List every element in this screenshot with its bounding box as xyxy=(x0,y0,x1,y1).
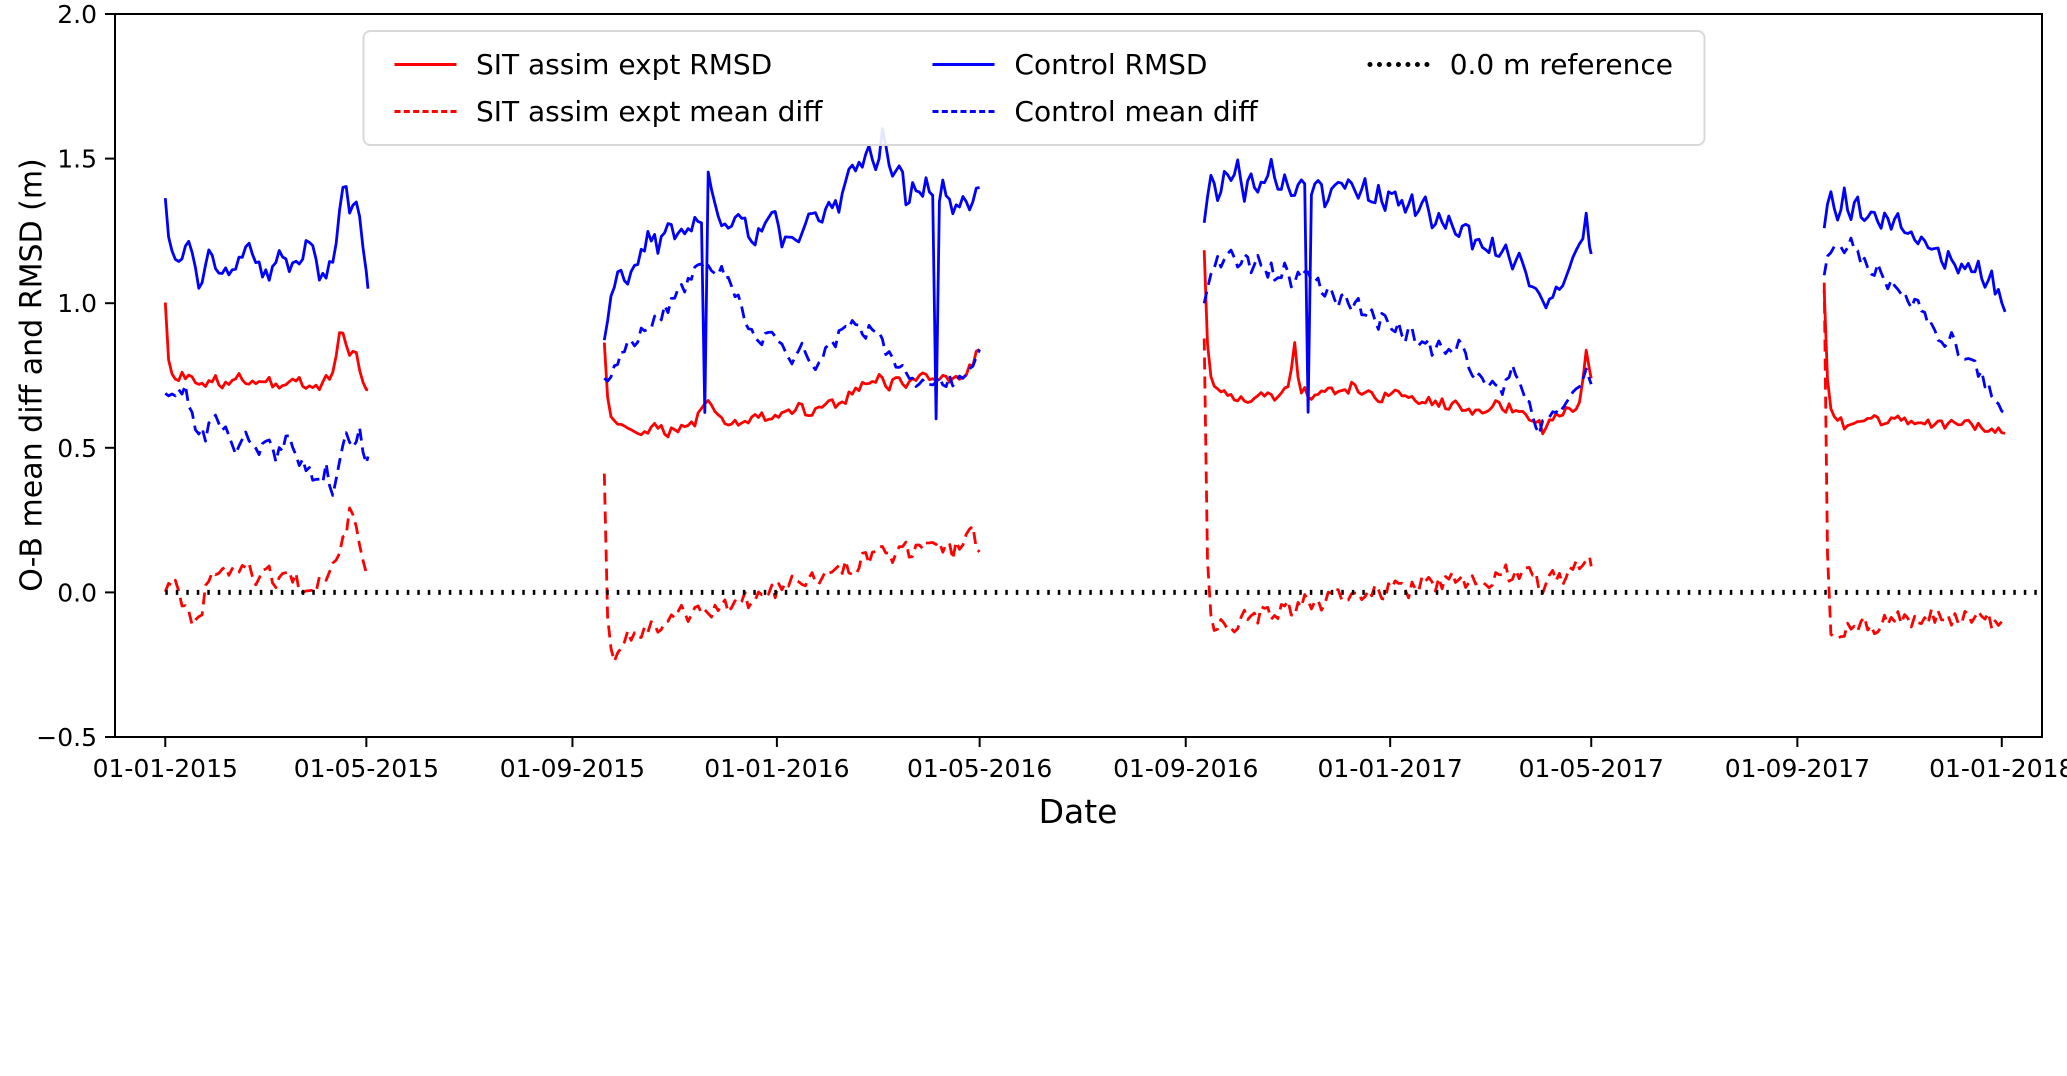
series-sit-assim-mean-diff-line xyxy=(1822,282,2006,640)
x-tick-label: 01-01-2018 xyxy=(1929,754,2067,783)
series-sit-assim-mean-diff-line xyxy=(163,506,369,627)
series-sit-assim-rmsd-line xyxy=(163,302,369,392)
blue-solid-line-sample xyxy=(932,63,995,66)
y-tick-label: 0.0 xyxy=(57,578,97,607)
series-sit-assim-mean-diff-line xyxy=(1202,338,1593,634)
series-sit-assim-mean-diff-line xyxy=(602,473,981,663)
legend-entry-sit-assim-rmsd: SIT assim expt RMSD xyxy=(393,48,822,81)
y-tick-label: 1.0 xyxy=(57,289,97,318)
x-tick-label: 01-09-2015 xyxy=(500,754,645,783)
series-control-rmsd-line xyxy=(163,185,370,290)
series-control-rmsd-line xyxy=(1822,186,2007,313)
x-axis-label: Date xyxy=(1038,792,1118,831)
y-tick-label: 0.5 xyxy=(57,434,97,463)
series-control-mean-diff-line xyxy=(1822,236,2006,415)
black-dotted-line-sample xyxy=(1367,62,1430,67)
x-tick-label: 01-09-2016 xyxy=(1113,754,1258,783)
y-axis-label: O-B mean diff and RMSD (m) xyxy=(14,158,50,592)
x-tick-label: 01-01-2016 xyxy=(704,754,849,783)
legend-entry-sit-assim-mean-diff: SIT assim expt mean diff xyxy=(393,95,823,128)
y-tick-label: 1.5 xyxy=(57,145,97,174)
x-tick-label: 01-01-2015 xyxy=(93,754,238,783)
legend-label: SIT assim expt RMSD xyxy=(475,48,773,81)
legend-entry-control-rmsd: Control RMSD xyxy=(932,48,1257,81)
series-control-rmsd-line xyxy=(602,127,980,421)
series-control-mean-diff-line xyxy=(603,262,981,389)
legend: SIT assim expt RMSD Control RMSD 0.0 m r… xyxy=(361,30,1706,146)
legend-label: Control mean diff xyxy=(1014,95,1258,128)
y-tick-label: 2.0 xyxy=(57,0,97,29)
legend-entry-zero-reference: 0.0 m reference xyxy=(1367,48,1674,81)
series-sit-assim-rmsd-line xyxy=(1822,290,2006,435)
x-tick-label: 01-05-2017 xyxy=(1519,754,1664,783)
blue-dashed-line-sample xyxy=(932,110,995,113)
series-sit-assim-rmsd-line xyxy=(602,342,981,439)
series-control-mean-diff-line xyxy=(1202,248,1593,436)
x-tick-label: 01-05-2016 xyxy=(907,754,1052,783)
legend-label: SIT assim expt mean diff xyxy=(475,95,823,128)
legend-entry-control-mean-diff: Control mean diff xyxy=(932,95,1258,128)
x-tick-label: 01-09-2017 xyxy=(1725,754,1870,783)
red-dashed-line-sample xyxy=(393,110,456,113)
x-tick-label: 01-01-2017 xyxy=(1318,754,1463,783)
series-control-mean-diff-line xyxy=(164,383,370,497)
series-sit-assim-rmsd-line xyxy=(1202,250,1593,436)
series-control-rmsd-line xyxy=(1202,157,1593,414)
plot-frame xyxy=(114,13,2043,738)
legend-label: Control RMSD xyxy=(1014,48,1208,81)
y-tick-label: −0.5 xyxy=(36,723,97,752)
red-solid-line-sample xyxy=(393,63,456,66)
x-tick-label: 01-05-2015 xyxy=(294,754,439,783)
legend-label: 0.0 m reference xyxy=(1449,48,1674,81)
